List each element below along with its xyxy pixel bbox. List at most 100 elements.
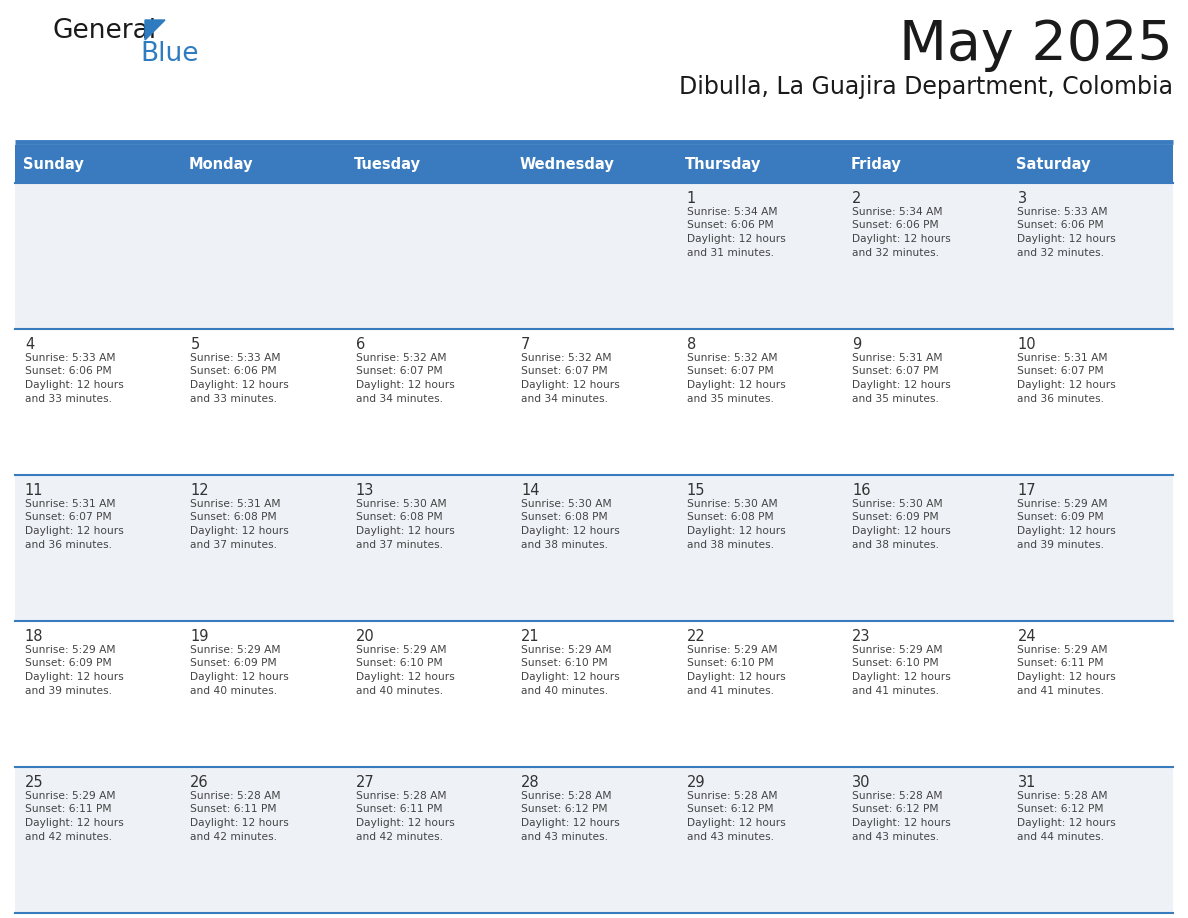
Text: Sunset: 6:08 PM: Sunset: 6:08 PM bbox=[687, 512, 773, 522]
Text: Daylight: 12 hours: Daylight: 12 hours bbox=[522, 672, 620, 682]
Text: Blue: Blue bbox=[140, 41, 198, 67]
Text: Sunset: 6:08 PM: Sunset: 6:08 PM bbox=[190, 512, 277, 522]
Text: 10: 10 bbox=[1017, 337, 1036, 352]
Text: Sunrise: 5:32 AM: Sunrise: 5:32 AM bbox=[687, 353, 777, 363]
Text: Daylight: 12 hours: Daylight: 12 hours bbox=[522, 380, 620, 390]
Text: Sunrise: 5:29 AM: Sunrise: 5:29 AM bbox=[1017, 499, 1108, 509]
Text: Monday: Monday bbox=[189, 156, 253, 172]
Text: and 34 minutes.: and 34 minutes. bbox=[355, 394, 443, 404]
Text: Sunset: 6:11 PM: Sunset: 6:11 PM bbox=[190, 804, 277, 814]
Text: and 37 minutes.: and 37 minutes. bbox=[190, 540, 277, 550]
Text: 31: 31 bbox=[1017, 775, 1036, 790]
Text: Sunrise: 5:29 AM: Sunrise: 5:29 AM bbox=[190, 645, 280, 655]
Polygon shape bbox=[145, 20, 165, 40]
Text: Sunset: 6:07 PM: Sunset: 6:07 PM bbox=[522, 366, 608, 376]
Text: and 40 minutes.: and 40 minutes. bbox=[522, 686, 608, 696]
Text: Sunrise: 5:32 AM: Sunrise: 5:32 AM bbox=[522, 353, 612, 363]
Text: and 42 minutes.: and 42 minutes. bbox=[25, 832, 112, 842]
Text: Sunset: 6:07 PM: Sunset: 6:07 PM bbox=[852, 366, 939, 376]
Text: Sunset: 6:09 PM: Sunset: 6:09 PM bbox=[852, 512, 939, 522]
Text: Sunrise: 5:30 AM: Sunrise: 5:30 AM bbox=[355, 499, 447, 509]
Bar bbox=[15, 621, 1173, 767]
Text: Sunrise: 5:29 AM: Sunrise: 5:29 AM bbox=[522, 645, 612, 655]
Text: Sunset: 6:07 PM: Sunset: 6:07 PM bbox=[355, 366, 442, 376]
Text: and 33 minutes.: and 33 minutes. bbox=[190, 394, 277, 404]
Text: Daylight: 12 hours: Daylight: 12 hours bbox=[190, 526, 289, 536]
Text: Sunset: 6:12 PM: Sunset: 6:12 PM bbox=[1017, 804, 1104, 814]
Text: Sunset: 6:06 PM: Sunset: 6:06 PM bbox=[190, 366, 277, 376]
Text: Sunset: 6:12 PM: Sunset: 6:12 PM bbox=[522, 804, 608, 814]
Text: and 41 minutes.: and 41 minutes. bbox=[1017, 686, 1105, 696]
Text: Daylight: 12 hours: Daylight: 12 hours bbox=[355, 818, 455, 828]
Bar bbox=[346, 145, 511, 183]
Text: and 38 minutes.: and 38 minutes. bbox=[852, 540, 939, 550]
Text: Daylight: 12 hours: Daylight: 12 hours bbox=[852, 818, 950, 828]
Text: Sunset: 6:07 PM: Sunset: 6:07 PM bbox=[687, 366, 773, 376]
Bar bbox=[15, 329, 1173, 475]
Text: Sunset: 6:06 PM: Sunset: 6:06 PM bbox=[25, 366, 112, 376]
Text: Sunset: 6:09 PM: Sunset: 6:09 PM bbox=[1017, 512, 1104, 522]
Text: and 41 minutes.: and 41 minutes. bbox=[687, 686, 773, 696]
Text: and 35 minutes.: and 35 minutes. bbox=[852, 394, 939, 404]
Text: Daylight: 12 hours: Daylight: 12 hours bbox=[355, 526, 455, 536]
Text: Daylight: 12 hours: Daylight: 12 hours bbox=[1017, 234, 1117, 244]
Text: Sunset: 6:12 PM: Sunset: 6:12 PM bbox=[687, 804, 773, 814]
Text: Dibulla, La Guajira Department, Colombia: Dibulla, La Guajira Department, Colombia bbox=[680, 75, 1173, 99]
Text: and 40 minutes.: and 40 minutes. bbox=[355, 686, 443, 696]
Text: Sunset: 6:10 PM: Sunset: 6:10 PM bbox=[355, 658, 442, 668]
Text: Sunrise: 5:30 AM: Sunrise: 5:30 AM bbox=[687, 499, 777, 509]
Text: Sunrise: 5:28 AM: Sunrise: 5:28 AM bbox=[852, 791, 942, 801]
Text: 27: 27 bbox=[355, 775, 374, 790]
Text: and 42 minutes.: and 42 minutes. bbox=[190, 832, 277, 842]
Text: Sunrise: 5:30 AM: Sunrise: 5:30 AM bbox=[852, 499, 943, 509]
Text: 5: 5 bbox=[190, 337, 200, 352]
Text: 21: 21 bbox=[522, 629, 539, 644]
Text: Daylight: 12 hours: Daylight: 12 hours bbox=[25, 818, 124, 828]
Text: Sunrise: 5:29 AM: Sunrise: 5:29 AM bbox=[687, 645, 777, 655]
Bar bbox=[15, 145, 181, 183]
Text: 19: 19 bbox=[190, 629, 209, 644]
Text: Sunrise: 5:31 AM: Sunrise: 5:31 AM bbox=[25, 499, 115, 509]
Text: Sunset: 6:11 PM: Sunset: 6:11 PM bbox=[1017, 658, 1104, 668]
Text: 24: 24 bbox=[1017, 629, 1036, 644]
Text: Daylight: 12 hours: Daylight: 12 hours bbox=[522, 818, 620, 828]
Text: 13: 13 bbox=[355, 483, 374, 498]
Text: Daylight: 12 hours: Daylight: 12 hours bbox=[190, 380, 289, 390]
Text: 11: 11 bbox=[25, 483, 44, 498]
Text: Sunset: 6:06 PM: Sunset: 6:06 PM bbox=[687, 220, 773, 230]
Text: Sunrise: 5:28 AM: Sunrise: 5:28 AM bbox=[522, 791, 612, 801]
Text: Sunrise: 5:32 AM: Sunrise: 5:32 AM bbox=[355, 353, 447, 363]
Text: and 32 minutes.: and 32 minutes. bbox=[1017, 248, 1105, 258]
Text: Sunday: Sunday bbox=[24, 156, 84, 172]
Text: and 37 minutes.: and 37 minutes. bbox=[355, 540, 443, 550]
Text: Sunset: 6:12 PM: Sunset: 6:12 PM bbox=[852, 804, 939, 814]
Text: Sunset: 6:07 PM: Sunset: 6:07 PM bbox=[25, 512, 112, 522]
Text: 7: 7 bbox=[522, 337, 531, 352]
Text: 17: 17 bbox=[1017, 483, 1036, 498]
Text: Sunrise: 5:30 AM: Sunrise: 5:30 AM bbox=[522, 499, 612, 509]
Text: 15: 15 bbox=[687, 483, 706, 498]
Text: 30: 30 bbox=[852, 775, 871, 790]
Text: 26: 26 bbox=[190, 775, 209, 790]
Text: Daylight: 12 hours: Daylight: 12 hours bbox=[687, 380, 785, 390]
Text: Sunrise: 5:28 AM: Sunrise: 5:28 AM bbox=[687, 791, 777, 801]
Text: General: General bbox=[52, 18, 156, 44]
Text: Daylight: 12 hours: Daylight: 12 hours bbox=[852, 672, 950, 682]
Text: Sunrise: 5:33 AM: Sunrise: 5:33 AM bbox=[25, 353, 115, 363]
Text: Thursday: Thursday bbox=[685, 156, 762, 172]
Text: and 35 minutes.: and 35 minutes. bbox=[687, 394, 773, 404]
Text: Daylight: 12 hours: Daylight: 12 hours bbox=[355, 380, 455, 390]
Text: Sunrise: 5:29 AM: Sunrise: 5:29 AM bbox=[25, 645, 115, 655]
Text: Daylight: 12 hours: Daylight: 12 hours bbox=[852, 234, 950, 244]
Text: Sunset: 6:10 PM: Sunset: 6:10 PM bbox=[687, 658, 773, 668]
Text: Daylight: 12 hours: Daylight: 12 hours bbox=[687, 234, 785, 244]
Text: Sunrise: 5:31 AM: Sunrise: 5:31 AM bbox=[852, 353, 942, 363]
Text: Sunset: 6:11 PM: Sunset: 6:11 PM bbox=[25, 804, 112, 814]
Text: Daylight: 12 hours: Daylight: 12 hours bbox=[25, 672, 124, 682]
Text: Sunrise: 5:34 AM: Sunrise: 5:34 AM bbox=[852, 207, 942, 217]
Text: 3: 3 bbox=[1017, 191, 1026, 206]
Text: and 43 minutes.: and 43 minutes. bbox=[522, 832, 608, 842]
Text: Daylight: 12 hours: Daylight: 12 hours bbox=[687, 672, 785, 682]
Text: and 32 minutes.: and 32 minutes. bbox=[852, 248, 939, 258]
Text: Daylight: 12 hours: Daylight: 12 hours bbox=[1017, 672, 1117, 682]
